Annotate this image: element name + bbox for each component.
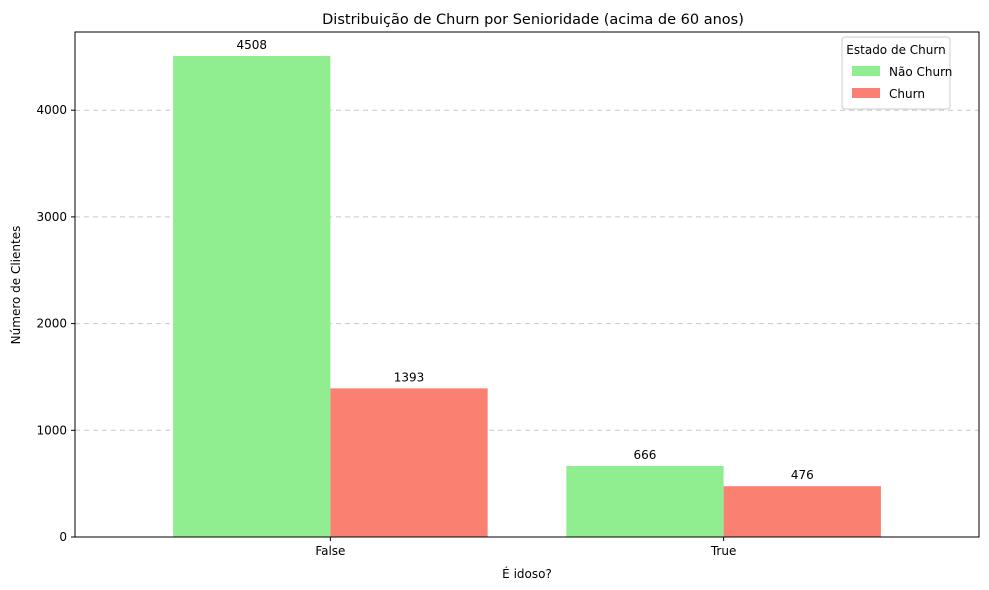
y-axis-label: Número de Clientes (9, 226, 23, 345)
y-tick-label: 1000 (36, 423, 67, 437)
legend-label: Não Churn (889, 65, 952, 79)
x-axis-ticks: False True (315, 537, 736, 558)
legend-swatch (852, 66, 880, 76)
y-tick-label: 4000 (36, 103, 67, 117)
bar-value-label: 1393 (394, 370, 425, 384)
legend-swatch (852, 88, 880, 98)
bar (723, 486, 881, 537)
y-axis-ticks: 0 1000 2000 3000 4000 (36, 103, 75, 544)
data-labels: 4508 1393 666 476 (236, 38, 813, 482)
y-gridlines (75, 109, 979, 431)
bar-value-label: 476 (791, 468, 814, 482)
legend: Estado de Churn Não Churn Churn (841, 36, 952, 110)
bar (173, 56, 331, 538)
plot-frame (74, 31, 980, 538)
y-tick-label: 2000 (36, 317, 67, 331)
legend-items: Não Churn Churn (852, 65, 952, 101)
bar-value-label: 4508 (236, 38, 267, 52)
bar (330, 388, 488, 537)
bar (566, 465, 724, 537)
legend-title: Estado de Churn (846, 43, 945, 57)
legend-label: Churn (889, 87, 925, 101)
y-tick-label: 3000 (36, 210, 67, 224)
y-tick-label: 0 (59, 530, 67, 544)
x-tick-label: True (710, 544, 737, 558)
x-tick-label: False (315, 544, 345, 558)
bars (173, 56, 881, 538)
bar-value-label: 666 (634, 448, 657, 462)
chart-title: Distribuição de Churn por Senioridade (a… (322, 12, 744, 28)
x-axis-label: É idoso? (502, 566, 552, 581)
